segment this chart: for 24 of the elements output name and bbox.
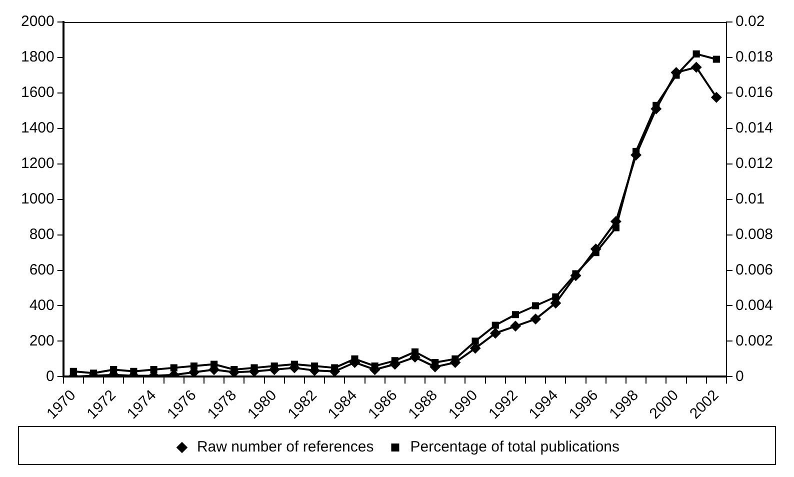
y2-tick-label: 0.014 — [735, 120, 774, 137]
legend-label: Raw number of references — [196, 438, 374, 456]
y-tick-label: 800 — [29, 226, 54, 243]
y-tick-label: 600 — [29, 261, 54, 278]
y-tick-label: 1000 — [20, 190, 54, 208]
y2-tick-label: 0.008 — [735, 226, 774, 243]
y2-tick-label: 0.02 — [735, 13, 765, 30]
y-tick-label: 1600 — [20, 84, 54, 102]
y2-tick-label: 0.01 — [735, 190, 765, 208]
y2-tick-label: 0 — [735, 368, 744, 385]
y2-tick-label: 0.002 — [735, 332, 774, 350]
y-tick-label: 2000 — [20, 13, 54, 30]
y-tick-label: 200 — [29, 332, 54, 350]
y2-tick-label: 0.004 — [735, 296, 774, 314]
y-tick-label: 1200 — [20, 155, 54, 172]
y-tick-label: 0 — [46, 368, 54, 385]
y2-tick-label: 0.016 — [735, 84, 774, 102]
y-tick-label: 1800 — [20, 48, 54, 66]
y2-tick-label: 0.006 — [735, 261, 774, 278]
y2-tick-label: 0.012 — [735, 155, 774, 172]
legend-label: Percentage of total publications — [410, 438, 620, 456]
y2-tick-label: 0.018 — [735, 48, 774, 66]
y-tick-label: 400 — [29, 296, 54, 314]
y-tick-label: 1400 — [20, 120, 54, 137]
